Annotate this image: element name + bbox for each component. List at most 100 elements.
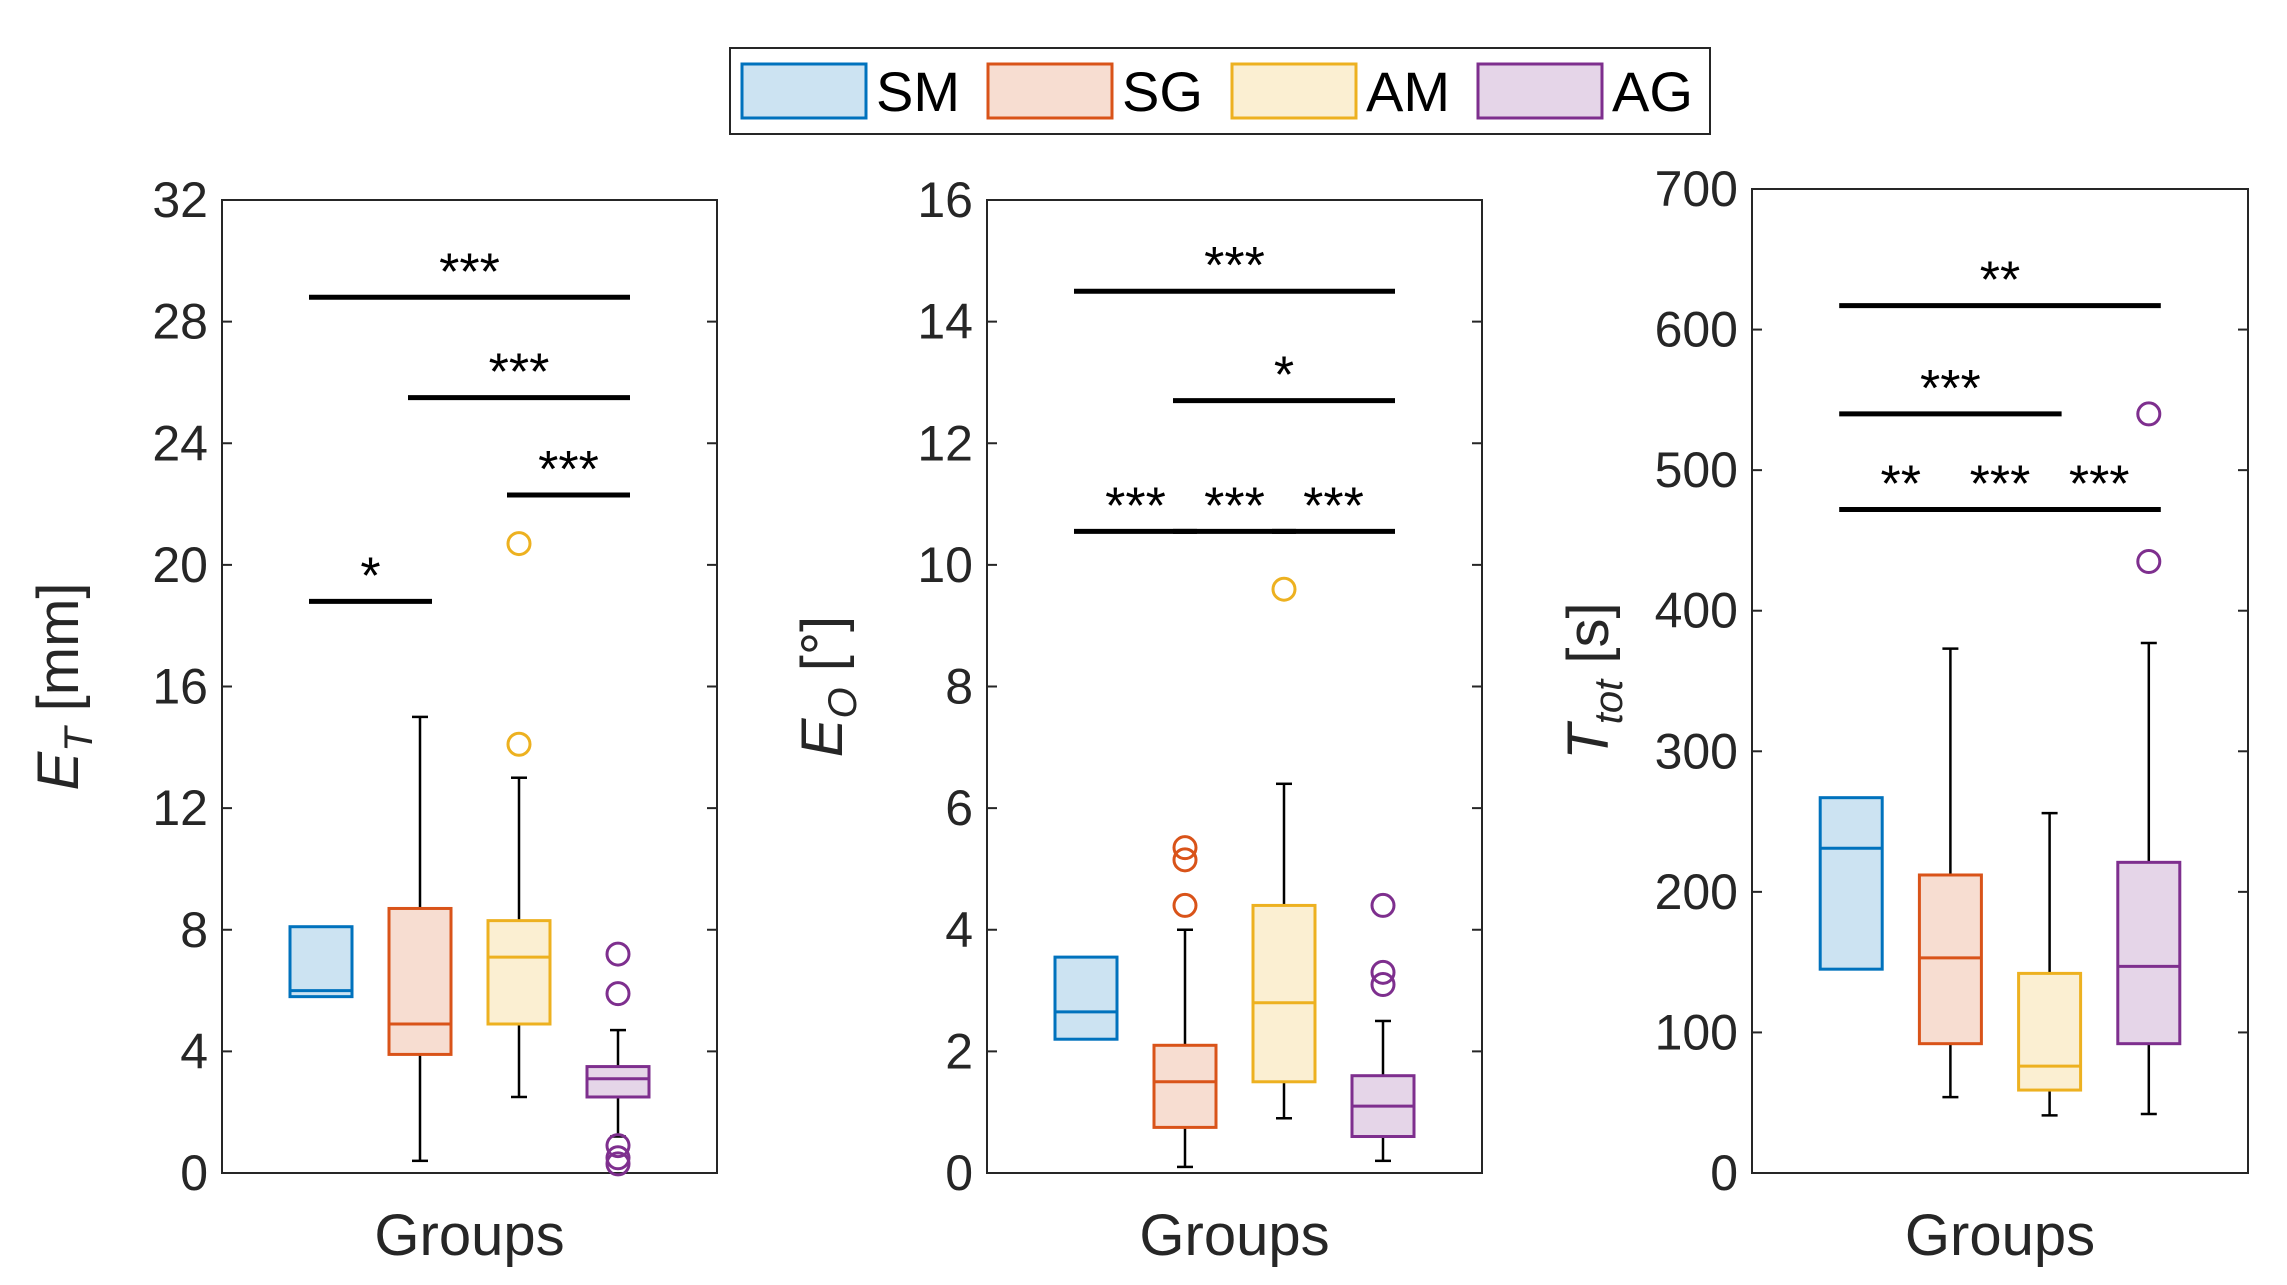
y-tick-label: 300: [1655, 723, 1738, 779]
outlier-sg: [1172, 835, 1198, 861]
y-tick-label: 24: [152, 415, 208, 471]
y-tick-label: 0: [180, 1145, 208, 1201]
y-tick-label: 28: [152, 294, 208, 350]
significance-bar: ***: [507, 441, 630, 499]
y-tick-label: 32: [152, 172, 208, 228]
y-axis-label-unit: [°]: [790, 616, 855, 688]
significance-label: ***: [538, 441, 599, 499]
box-ag: [2116, 401, 2182, 1116]
outlier-sg: [1172, 892, 1198, 918]
y-axis-label: ET [mm]: [26, 582, 101, 790]
significance-bar: ***: [1839, 360, 2062, 418]
significance-label: ***: [1970, 456, 2031, 514]
outlier-am: [506, 531, 532, 557]
y-axis-label: EO [°]: [790, 616, 865, 757]
box-iqr-ag: [2116, 860, 2182, 1046]
significance-label: *: [1274, 347, 1294, 405]
outlier-am: [506, 731, 532, 757]
box-am: [1251, 576, 1317, 1120]
x-axis-label: Groups: [374, 1203, 564, 1268]
box-sm: [1818, 796, 1884, 971]
significance-label: **: [1881, 456, 1921, 514]
y-tick-label: 0: [945, 1145, 973, 1201]
significance-label: ***: [1920, 360, 1981, 418]
significance-label: *: [360, 547, 380, 605]
significance-label: ***: [2069, 456, 2130, 514]
outlier-ag: [2136, 401, 2162, 427]
box-iqr-sm: [1818, 796, 1884, 971]
outlier-ag: [605, 1133, 631, 1159]
box-sg: [1152, 835, 1218, 1169]
box-iqr-sm: [288, 925, 354, 999]
y-axis-label-symbol: E: [790, 717, 855, 757]
y-axis-label-subscript: O: [821, 687, 865, 718]
outlier-ag: [605, 1145, 631, 1171]
y-tick-label: 16: [152, 659, 208, 715]
outlier-ag: [1370, 959, 1396, 985]
significance-label: ***: [1303, 477, 1364, 535]
box-sm: [1053, 955, 1119, 1041]
significance-bar: ***: [309, 243, 630, 301]
outlier-ag: [605, 981, 631, 1007]
legend-label-sg: SG: [1122, 60, 1203, 123]
y-tick-label: 16: [917, 172, 973, 228]
legend-swatch-sm: [740, 62, 868, 120]
y-axis-label-subscript: tot: [1587, 678, 1631, 724]
box-iqr-sg: [387, 906, 453, 1056]
y-tick-label: 700: [1655, 161, 1738, 217]
box-iqr-sg: [1152, 1043, 1218, 1129]
legend: SM SG AM AG: [729, 47, 1711, 135]
x-axis-label: Groups: [1139, 1203, 1329, 1268]
box-iqr-ag: [585, 1065, 651, 1099]
significance-label: **: [1980, 252, 2020, 310]
significance-label: ***: [439, 243, 500, 301]
y-tick-label: 100: [1655, 1004, 1738, 1060]
significance-bar: *: [1173, 347, 1395, 405]
outlier-ag: [1370, 971, 1396, 997]
box-sm: [288, 925, 354, 999]
y-axis-label-symbol: T: [1556, 721, 1621, 760]
y-tick-label: 6: [945, 780, 973, 836]
box-iqr-am: [486, 919, 552, 1026]
y-tick-label: 12: [917, 415, 973, 471]
y-tick-label: 8: [945, 659, 973, 715]
plot-area: [1751, 188, 2249, 1174]
significance-label: ***: [1105, 477, 1166, 535]
box-am: [486, 531, 552, 1099]
legend-swatch-ag: [1476, 62, 1604, 120]
y-tick-label: 2: [945, 1023, 973, 1079]
box-iqr-am: [1251, 903, 1317, 1084]
significance-label: ***: [1204, 477, 1265, 535]
y-axis-label-symbol: E: [26, 751, 91, 791]
y-tick-label: 500: [1655, 442, 1738, 498]
box-iqr-am: [2017, 971, 2083, 1092]
box-ag: [1350, 892, 1416, 1163]
y-tick-label: 20: [152, 537, 208, 593]
y-tick-label: 600: [1655, 302, 1738, 358]
y-axis-label-subscript: T: [57, 725, 101, 752]
outlier-sg: [1172, 847, 1198, 873]
box-sg: [387, 715, 453, 1163]
y-axis-label-unit: [mm]: [26, 582, 91, 727]
outlier-am: [1271, 576, 1297, 602]
outlier-ag: [1370, 892, 1396, 918]
significance-bar: **: [1839, 252, 2161, 310]
y-tick-label: 12: [152, 780, 208, 836]
box-am: [2017, 811, 2083, 1117]
legend-swatch-sg: [986, 62, 1114, 120]
legend-label-ag: AG: [1612, 60, 1693, 123]
y-tick-label: 8: [180, 902, 208, 958]
box-ag: [585, 941, 651, 1177]
significance-bar: *: [309, 547, 432, 605]
y-tick-label: 14: [917, 294, 973, 350]
significance-label: ***: [489, 344, 550, 402]
significance-label: ***: [1204, 237, 1265, 295]
y-tick-label: 400: [1655, 583, 1738, 639]
significance-bar: ***: [408, 344, 630, 402]
y-tick-label: 4: [180, 1023, 208, 1079]
box-iqr-sm: [1053, 955, 1119, 1041]
legend-swatch-am: [1230, 62, 1358, 120]
